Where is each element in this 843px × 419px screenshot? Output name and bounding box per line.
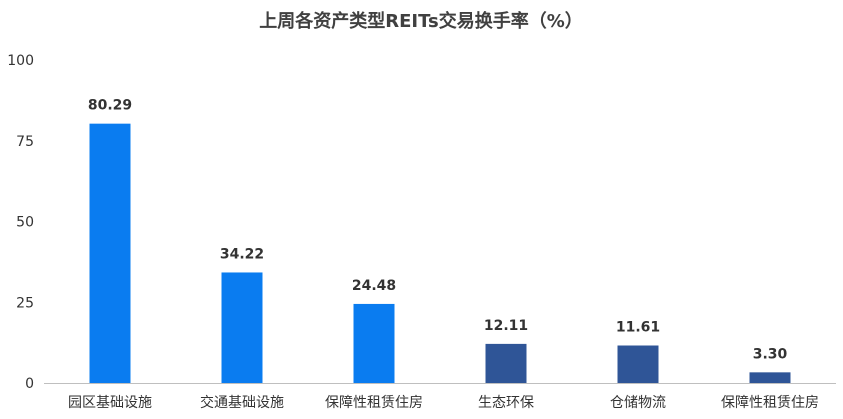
y-axis: 0 25 50 75 100 <box>7 53 34 392</box>
y-tick-label: 50 <box>16 215 34 231</box>
x-tick-label: 仓储物流 <box>610 395 666 411</box>
bar <box>749 372 791 383</box>
data-label: 80.29 <box>88 98 132 114</box>
bar <box>485 343 527 383</box>
data-label: 34.22 <box>220 246 264 262</box>
x-tick-label: 保障性租赁住房 <box>325 395 423 411</box>
data-label: 12.11 <box>484 318 528 334</box>
x-axis: 园区基础设施 交通基础设施 保障性租赁住房 生态环保 仓储物流 保障性租赁住房 <box>44 383 836 411</box>
data-label: 11.61 <box>616 319 660 335</box>
y-tick-label: 100 <box>7 53 34 69</box>
data-label: 3.30 <box>753 346 788 362</box>
y-tick-label: 0 <box>25 376 34 392</box>
x-tick-label: 交通基础设施 <box>200 394 284 411</box>
bars <box>89 123 791 383</box>
x-tick-label: 保障性租赁住房 <box>721 395 819 411</box>
data-label: 24.48 <box>352 278 396 294</box>
bar <box>617 345 659 383</box>
bar <box>221 272 263 383</box>
bar <box>353 303 395 383</box>
x-tick-label: 园区基础设施 <box>68 394 152 411</box>
bar <box>89 123 131 383</box>
y-tick-label: 75 <box>16 134 34 150</box>
x-tick-label: 生态环保 <box>478 395 534 411</box>
chart-title: 上周各资产类型REITs交易换手率（%） <box>259 10 583 32</box>
y-tick-label: 25 <box>16 295 34 311</box>
data-labels: 80.29 34.22 24.48 12.11 11.61 3.30 <box>88 98 788 363</box>
